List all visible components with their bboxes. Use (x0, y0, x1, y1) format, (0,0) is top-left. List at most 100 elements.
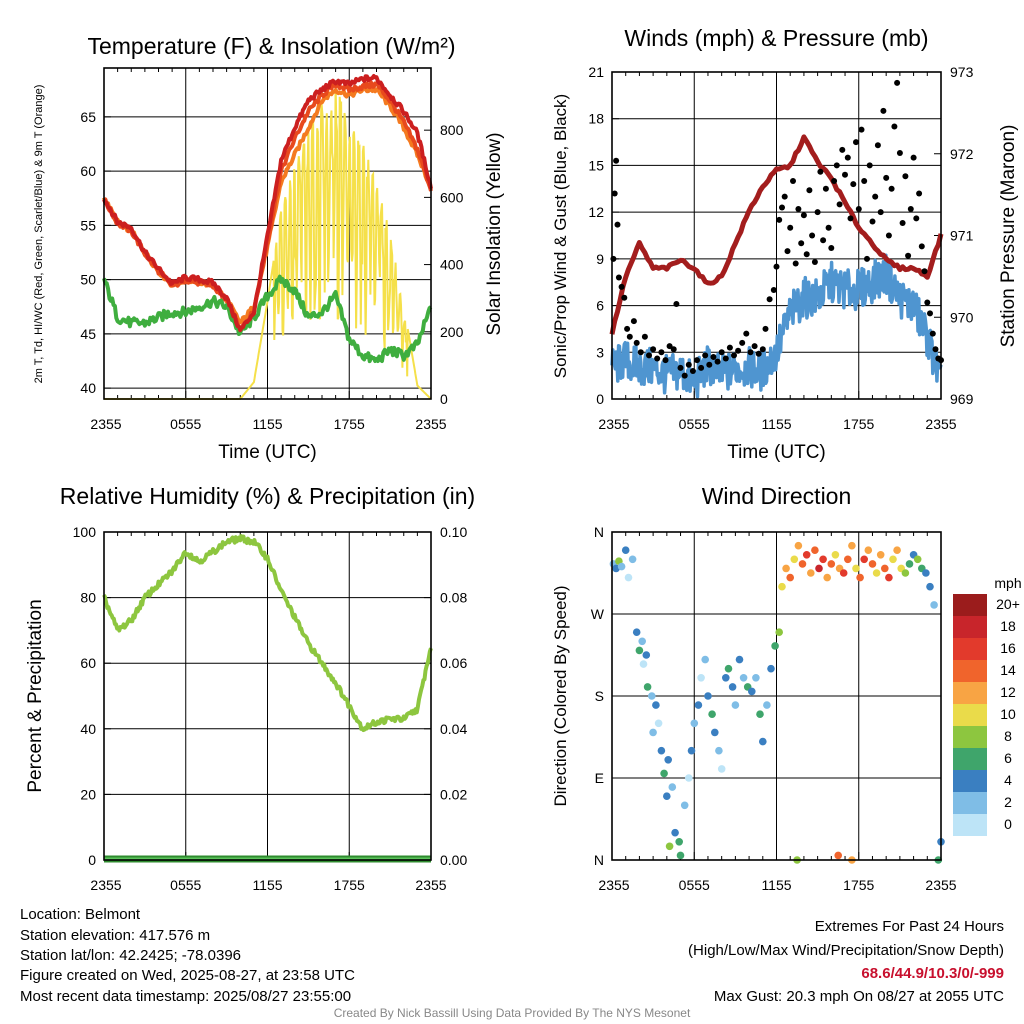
legend-swatch (953, 704, 987, 726)
y-tick-label: W (591, 606, 605, 622)
gust-point (907, 206, 914, 212)
recent-timestamp: Most recent data timestamp: 2025/08/27 2… (20, 988, 352, 1005)
y2-tick-label: 0.10 (440, 524, 467, 540)
figure-created: Figure created on Wed, 2025-08-27, at 23… (20, 967, 355, 984)
extremes-values: 68.6/44.9/10.3/0/-999 (861, 965, 1004, 982)
gust-point (853, 139, 859, 146)
gust-point (896, 150, 903, 156)
station-latlon: Station lat/lon: 42.2425; -78.0396 (20, 947, 242, 964)
x-tick-label: 1155 (252, 416, 282, 432)
direction-point (722, 674, 730, 682)
x-tick-label: 1755 (843, 877, 874, 893)
direction-point (617, 562, 626, 571)
gust-point (654, 355, 661, 362)
extremes-subtitle: (High/Low/Max Wind/Precipitation/Snow De… (688, 942, 1004, 959)
y-axis-label: 2m T, Td, HI/WC (Red, Green, Scarlet/Blu… (33, 85, 45, 384)
gust-point (864, 255, 870, 262)
gust-point (902, 173, 909, 180)
gust-point (677, 364, 684, 371)
x-tick-label: 2355 (925, 877, 956, 893)
direction-point (811, 546, 819, 554)
legend-swatch (953, 660, 987, 682)
humidity-precipitation-chart: Relative Humidity (%) & Precipitation (i… (25, 483, 475, 893)
gust-point (899, 220, 906, 226)
direction-point (771, 642, 779, 650)
y-tick-label: 0 (596, 391, 604, 407)
gust-point (850, 181, 857, 188)
gust-point (689, 368, 696, 374)
y-tick-label: 45 (80, 326, 96, 342)
direction-point (756, 710, 764, 718)
gust-point (731, 352, 737, 359)
gust-point (621, 294, 628, 301)
gust-point (888, 185, 895, 192)
gust-point (861, 178, 868, 184)
gust-point (747, 349, 754, 356)
x-tick-label: 2355 (90, 877, 121, 893)
legend-label: 6 (1004, 750, 1012, 766)
direction-point (786, 573, 794, 582)
gust-point (759, 346, 766, 353)
series-rh (102, 534, 433, 733)
gust-point (685, 361, 692, 368)
gust-point (858, 126, 865, 133)
legend-label: 10 (1000, 706, 1016, 722)
direction-point (856, 573, 864, 582)
max-gust: Max Gust: 20.3 mph On 08/27 at 2055 UTC (713, 988, 1004, 1005)
y-tick-label: N (594, 524, 604, 540)
direction-point (639, 660, 648, 668)
direction-point (901, 569, 910, 577)
direction-point (624, 573, 633, 582)
y-tick-label: S (595, 688, 604, 704)
gust-point (894, 79, 901, 86)
x-axis-label: Time (UTC) (727, 442, 826, 463)
direction-point (675, 838, 683, 846)
x-tick-label: 2355 (598, 416, 629, 432)
x-tick-label: 1755 (334, 877, 365, 893)
direction-point (649, 728, 657, 737)
gust-point (762, 325, 769, 332)
y-tick-label: 0 (88, 852, 96, 868)
gust-point (776, 216, 783, 223)
direction-point (731, 701, 740, 709)
direction-point (739, 674, 748, 682)
plot-frame (611, 71, 942, 400)
direction-point (748, 687, 756, 696)
gust-point (726, 344, 733, 351)
y2-tick-label: 973 (950, 64, 974, 80)
gust-point (755, 350, 762, 357)
gust-point (739, 339, 746, 346)
legend-label: 0 (1004, 816, 1012, 832)
gust-point (885, 232, 892, 239)
gust-point (633, 339, 640, 346)
x-tick-label: 1155 (252, 877, 282, 893)
direction-point (860, 555, 868, 564)
y2-tick-label: 600 (440, 189, 464, 205)
y2-tick-label: 200 (440, 324, 464, 340)
legend-swatch (953, 594, 987, 616)
legend-swatch (953, 814, 987, 836)
gust-point (844, 154, 851, 161)
gust-point (694, 357, 700, 364)
series-dewpoint (102, 274, 433, 364)
y2-tick-label: 970 (950, 309, 974, 325)
direction-point (685, 774, 693, 782)
y2-tick-label: 971 (950, 228, 974, 244)
winds-pressure-chart: Winds (mph) & Pressure (mb) 2355 0555 1155 1… (551, 25, 1019, 463)
gust-point (913, 215, 920, 222)
y-axis-label: Direction (Colored By Speed) (551, 585, 570, 806)
gust-point (611, 190, 618, 197)
gust-point (626, 333, 633, 340)
direction-point (790, 555, 799, 564)
direction-point (807, 569, 815, 577)
y-axis-label: Percent & Precipitation (25, 599, 46, 792)
gust-point (891, 123, 898, 130)
gust-point (773, 263, 780, 270)
gust-point (666, 343, 673, 350)
station-location: Location: Belmont (20, 906, 141, 923)
direction-point (648, 692, 656, 700)
gust-point (872, 193, 879, 200)
y-tick-label: 18 (588, 111, 604, 127)
x-tick-label: 2355 (415, 877, 446, 893)
gust-point (615, 274, 622, 281)
